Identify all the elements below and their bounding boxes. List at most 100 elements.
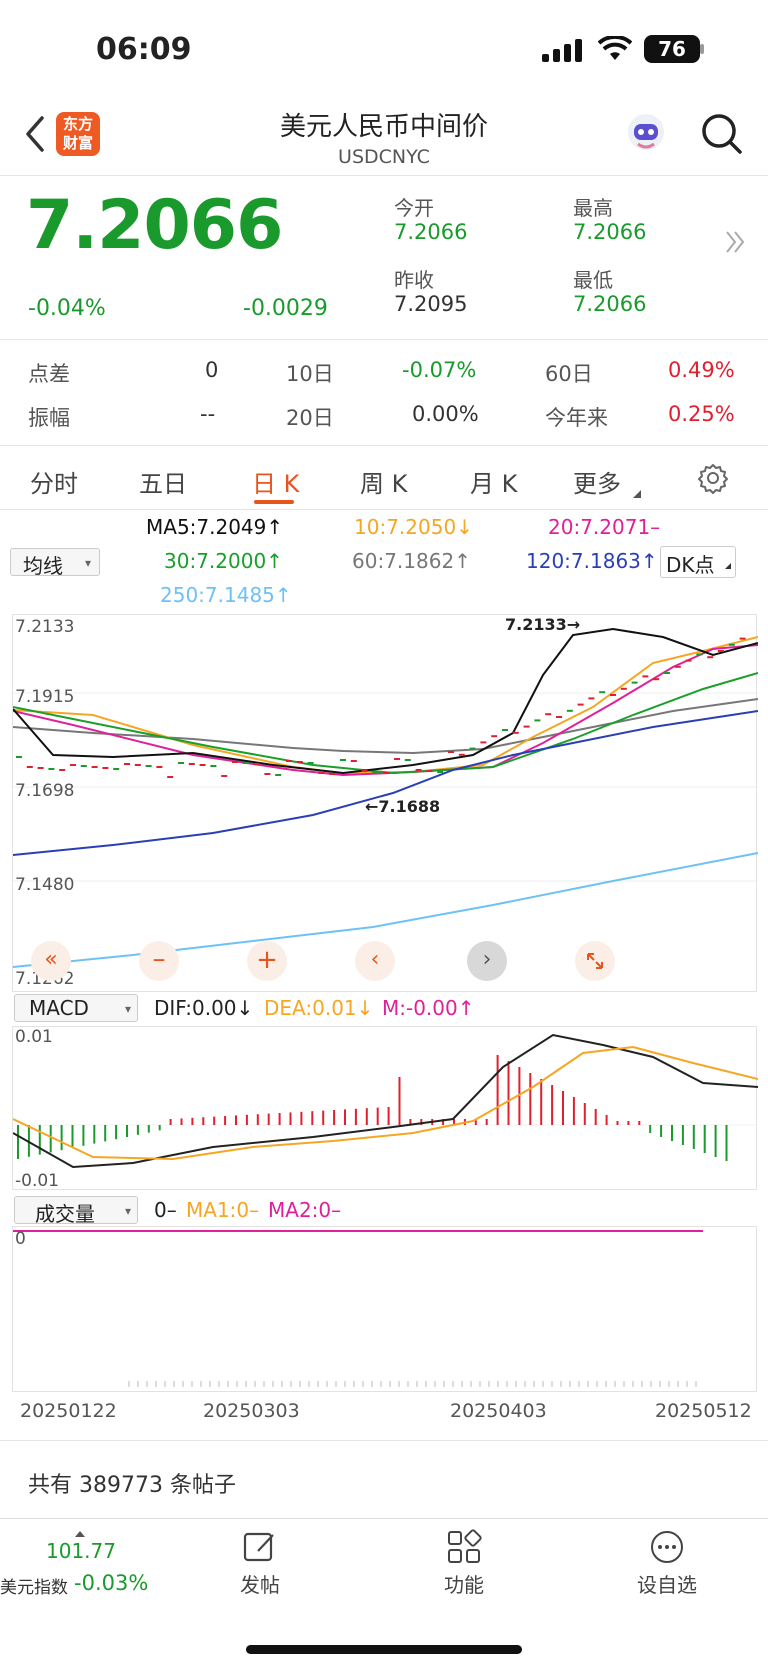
status-time: 06:09 — [96, 32, 192, 67]
spread-label: 点差 — [28, 362, 70, 386]
kline-svg — [12, 627, 759, 968]
dea-line — [12, 1045, 759, 1161]
amplitude-label: 振幅 — [28, 406, 70, 430]
stats-panel: 点差 0 10日 -0.07% 60日 0.49% 振幅 -- 20日 0.00… — [0, 340, 768, 446]
ma120-line — [12, 710, 759, 856]
usd-index-change: -0.03% — [74, 1571, 149, 1595]
d10-label: 10日 — [286, 362, 334, 386]
nav-bar: 东方 财富 美元人民币中间价 USDCNYC — [0, 96, 768, 176]
y-label-4: 7.1480 — [15, 875, 75, 895]
post-button[interactable]: 发帖 — [230, 1529, 290, 1609]
open-label: 今开 — [394, 196, 434, 220]
functions-label: 功能 — [444, 1573, 484, 1597]
zoom-in-button[interactable]: + — [247, 941, 287, 981]
status-bar: 06:09 76 — [0, 0, 768, 96]
ma20-legend: 20:7.2071– — [548, 515, 661, 539]
macd-select[interactable]: MACD ▾ — [14, 994, 138, 1022]
period-tabs: 分时 五日 日 K 周 K 月 K 更多 — [0, 446, 768, 510]
d60-label: 60日 — [545, 362, 593, 386]
macd-m-legend: M:-0.00↑ — [382, 996, 475, 1020]
ytd-value: 0.25% — [668, 402, 735, 426]
kline-chart[interactable]: 7.2133 7.1915 7.1698 7.1480 7.1262 7.213… — [12, 614, 759, 992]
home-indicator — [246, 1645, 522, 1654]
date-label-1: 20250122 — [20, 1400, 117, 1422]
tab-more[interactable]: 更多 — [573, 470, 621, 498]
y-label-2: 7.1915 — [15, 687, 75, 707]
battery-icon: 76 — [644, 35, 700, 63]
quote-panel: 7.2066 -0.04% -0.0029 今开 7.2066 最高 7.206… — [0, 176, 768, 340]
signal-icon — [542, 38, 586, 64]
volume-ma2-legend: MA2:0– — [268, 1198, 342, 1222]
posts-count: 共有 389773 条帖子 — [28, 1473, 236, 1498]
high-label: 最高 — [573, 196, 613, 220]
low-label: 最低 — [573, 268, 613, 292]
indicator-select[interactable]: 均线 ▾ — [10, 548, 100, 578]
ma5-line — [12, 627, 759, 775]
zoom-out-button[interactable]: – — [139, 941, 179, 981]
volume-chart[interactable]: 0 — [12, 1226, 757, 1392]
ma250-line — [12, 852, 759, 968]
search-icon[interactable] — [700, 112, 744, 160]
macd-chart[interactable]: 0.01 -0.01 — [12, 1026, 759, 1191]
dk-point-label: DK点 — [666, 553, 715, 577]
dropdown-arrow-icon: ▾ — [84, 556, 91, 570]
dk-point-button[interactable]: DK点 — [660, 546, 736, 578]
scroll-left-button[interactable]: ‹ — [355, 941, 395, 981]
post-label: 发帖 — [240, 1573, 280, 1597]
ma10-legend: 10:7.2050↓ — [354, 515, 473, 539]
date-label-3: 20250403 — [450, 1400, 547, 1422]
settings-gear-icon[interactable] — [697, 462, 729, 498]
bottom-toolbar: 101.77 美元指数 -0.03% 发帖 功能 设自选 — [0, 1518, 768, 1665]
usd-index-value: 101.77 — [46, 1539, 116, 1563]
functions-button[interactable]: 功能 — [434, 1529, 494, 1609]
macd-svg — [12, 1033, 759, 1169]
caret-up-icon — [74, 1523, 86, 1542]
robot-assistant-icon[interactable] — [624, 110, 668, 158]
active-tab-indicator — [254, 500, 294, 504]
usd-index-widget[interactable]: 101.77 美元指数 -0.03% — [0, 1519, 170, 1609]
ma120-legend: 120:7.1863↑ — [526, 549, 658, 573]
volume-dropdown-icon: ▾ — [124, 1204, 131, 1218]
d10-value: -0.07% — [402, 358, 477, 382]
tab-monthly-k[interactable]: 月 K — [470, 470, 518, 498]
macd-select-label: MACD — [29, 996, 89, 1020]
back-icon[interactable] — [22, 114, 46, 158]
add-watchlist-button[interactable]: 设自选 — [632, 1529, 702, 1609]
tab-five-day[interactable]: 五日 — [139, 470, 187, 498]
battery-level: 76 — [658, 37, 686, 61]
logo-line2: 财富 — [62, 134, 93, 152]
edit-icon — [243, 1532, 274, 1562]
dk-caret-icon — [724, 551, 732, 575]
expand-chevron-icon[interactable] — [724, 228, 746, 260]
more-caret-icon — [632, 484, 642, 503]
ma60-legend: 60:7.1862↑ — [352, 549, 471, 573]
change-value: -0.0029 — [243, 296, 328, 321]
amplitude-value: -- — [200, 402, 216, 426]
tab-intraday[interactable]: 分时 — [30, 470, 78, 498]
y-label-3: 7.1698 — [15, 781, 75, 801]
fast-back-button[interactable]: « — [31, 941, 71, 981]
dif-legend: DIF:0.00↓ — [154, 996, 254, 1020]
scroll-right-button[interactable]: › — [467, 941, 507, 981]
volume-select-label: 成交量 — [35, 1202, 95, 1226]
volume-select[interactable]: 成交量 ▾ — [14, 1196, 138, 1226]
high-value: 7.2066 — [573, 220, 647, 244]
macd-bottom-label: -0.01 — [15, 1171, 59, 1191]
ma5-legend: MA5:7.2049↑ — [146, 515, 284, 539]
ma250-legend: 250:7.1485↑ — [160, 583, 292, 607]
date-label-2: 20250303 — [203, 1400, 300, 1422]
volume-legend: 0– — [154, 1198, 177, 1222]
app-logo[interactable]: 东方 财富 — [56, 112, 100, 156]
grid-icon — [448, 1529, 482, 1563]
volume-svg — [13, 1230, 703, 1387]
fullscreen-button[interactable] — [575, 941, 615, 981]
spread-value: 0 — [205, 358, 219, 382]
posts-bar[interactable]: 共有 389773 条帖子 — [0, 1440, 768, 1518]
tab-daily-k[interactable]: 日 K — [252, 470, 300, 498]
open-value: 7.2066 — [394, 220, 468, 244]
tab-weekly-k[interactable]: 周 K — [360, 470, 408, 498]
logo-line1: 东方 — [62, 115, 93, 133]
dif-line — [12, 1033, 759, 1169]
dea-legend: DEA:0.01↓ — [264, 996, 374, 1020]
ma30-line — [12, 672, 759, 775]
